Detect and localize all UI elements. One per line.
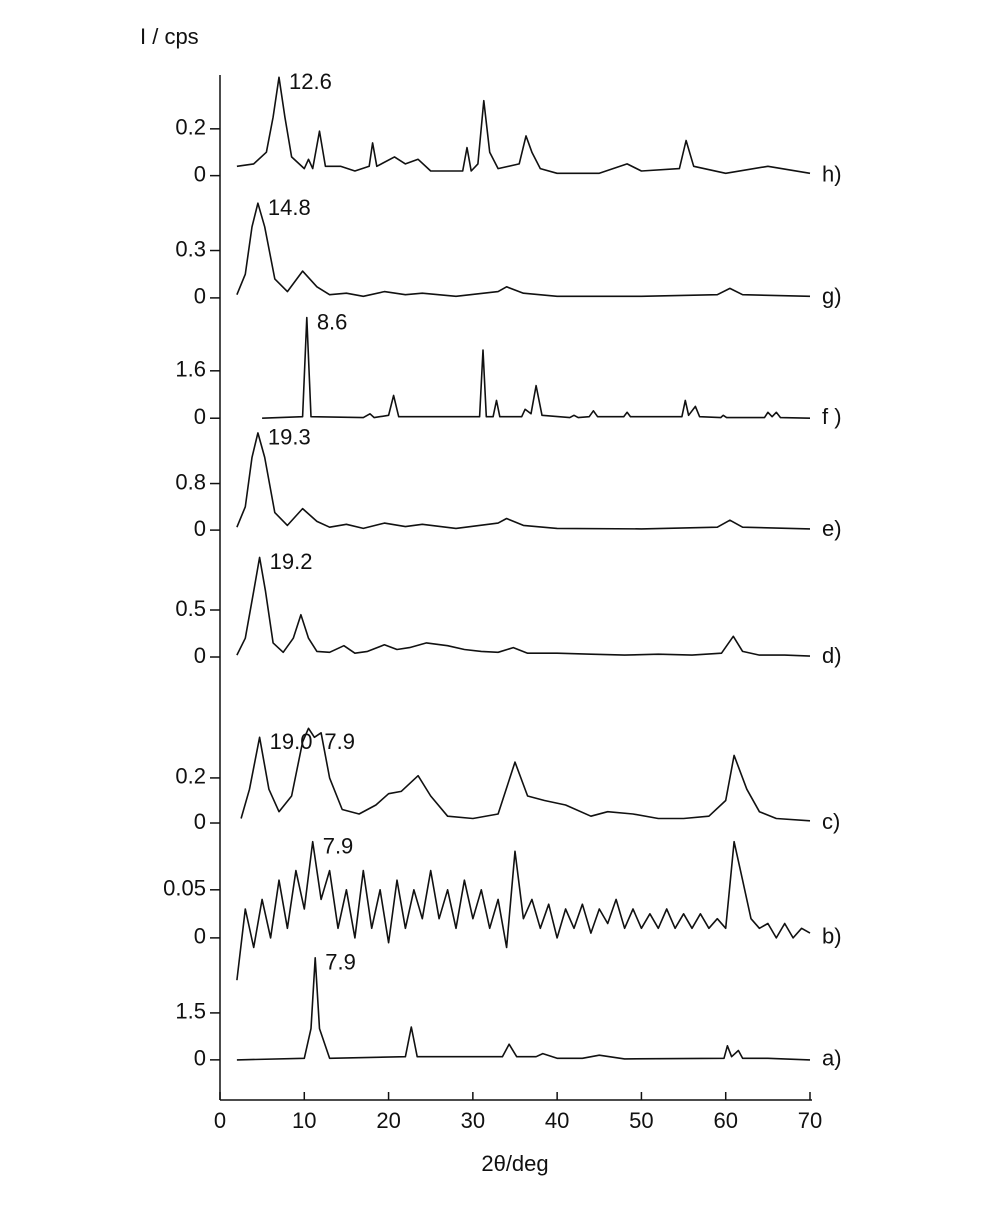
- y-tick-label: 0: [194, 516, 206, 541]
- xrd-pattern: [236, 957, 811, 1061]
- xrd-pattern: [236, 556, 811, 657]
- panel-label: f ): [822, 404, 842, 429]
- peak-annotation: 7.9: [323, 834, 354, 859]
- y-tick-label: 1.5: [175, 999, 206, 1024]
- panel-label: e): [822, 516, 842, 541]
- y-tick-label: 0: [194, 809, 206, 834]
- xrd-pattern: [236, 840, 811, 981]
- peak-annotation: 19.2: [270, 549, 313, 574]
- peak-annotation: 7.9: [325, 950, 356, 975]
- y-tick-label: 0.3: [175, 236, 206, 261]
- peak-annotation: 8.6: [317, 309, 348, 334]
- panel-label: c): [822, 809, 840, 834]
- panel-label: b): [822, 924, 842, 949]
- peak-annotation: 7.9: [324, 729, 355, 754]
- peak-annotation: 19.3: [268, 425, 311, 450]
- xrd-pattern: [236, 432, 811, 530]
- peak-annotation: 12.6: [289, 69, 332, 94]
- x-tick-label: 40: [545, 1108, 569, 1133]
- x-tick-label: 30: [461, 1108, 485, 1133]
- x-tick-label: 70: [798, 1108, 822, 1133]
- panel-label: a): [822, 1046, 842, 1071]
- x-tick-label: 20: [376, 1108, 400, 1133]
- x-tick-label: 10: [292, 1108, 316, 1133]
- y-tick-label: 0.2: [175, 115, 206, 140]
- y-tick-label: 0: [194, 1046, 206, 1071]
- peak-annotation: 19.0: [270, 729, 313, 754]
- panel-label: h): [822, 161, 842, 186]
- y-tick-label: 0: [194, 924, 206, 949]
- y-tick-label: 0: [194, 284, 206, 309]
- x-tick-label: 0: [214, 1108, 226, 1133]
- x-tick-label: 60: [713, 1108, 737, 1133]
- y-tick-label: 0: [194, 643, 206, 668]
- y-tick-label: 0: [194, 404, 206, 429]
- panel-label: g): [822, 284, 842, 309]
- y-tick-label: 0.8: [175, 469, 206, 494]
- y-tick-label: 0.5: [175, 596, 206, 621]
- x-tick-label: 50: [629, 1108, 653, 1133]
- y-tick-label: 0.05: [163, 876, 206, 901]
- xrd-pattern: [262, 316, 811, 419]
- y-axis-label: I / cps: [140, 24, 199, 49]
- xrd-pattern: [236, 76, 811, 175]
- peak-annotation: 14.8: [268, 195, 311, 220]
- x-axis-label: 2θ/deg: [481, 1151, 548, 1176]
- panel-label: d): [822, 643, 842, 668]
- y-tick-label: 0.2: [175, 764, 206, 789]
- y-tick-label: 1.6: [175, 357, 206, 382]
- y-tick-label: 0: [194, 161, 206, 186]
- xrd-pattern: [240, 727, 811, 822]
- xrd-pattern: [236, 202, 811, 298]
